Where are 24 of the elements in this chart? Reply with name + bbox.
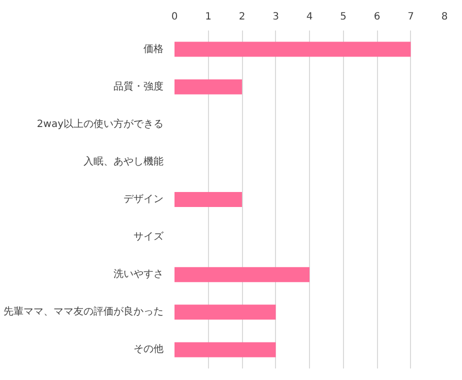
bar bbox=[174, 42, 411, 57]
x-tick-label: 5 bbox=[340, 12, 346, 22]
x-tick-label: 8 bbox=[441, 12, 448, 22]
x-tick-label: 3 bbox=[272, 12, 279, 22]
y-tick-label: 価格 bbox=[144, 42, 164, 55]
y-tick-label: 品質・強度 bbox=[114, 80, 164, 92]
x-tick-label: 1 bbox=[205, 12, 212, 22]
y-tick-label: 先輩ママ、ママ友の評価が良かった bbox=[4, 306, 164, 318]
y-tick-label: 入眠、あやし機能 bbox=[84, 155, 164, 168]
bar bbox=[174, 267, 310, 282]
x-tick-label: 2 bbox=[238, 12, 246, 22]
bar bbox=[174, 192, 242, 208]
y-tick-label: デザイン bbox=[124, 194, 164, 205]
bar bbox=[174, 342, 276, 358]
bar bbox=[174, 304, 276, 320]
x-tick-label: 0 bbox=[171, 12, 178, 22]
x-tick-label: 7 bbox=[408, 12, 414, 22]
x-tick-label: 6 bbox=[374, 12, 380, 22]
y-tick-label: 洗いやすさ bbox=[114, 268, 164, 280]
bar bbox=[174, 79, 242, 94]
y-tick-label: その他 bbox=[134, 343, 164, 356]
y-tick-label: サイズ bbox=[134, 230, 164, 243]
y-tick-label: 2way以上の使い方ができる bbox=[36, 118, 164, 130]
x-tick-label: 4 bbox=[306, 12, 313, 22]
